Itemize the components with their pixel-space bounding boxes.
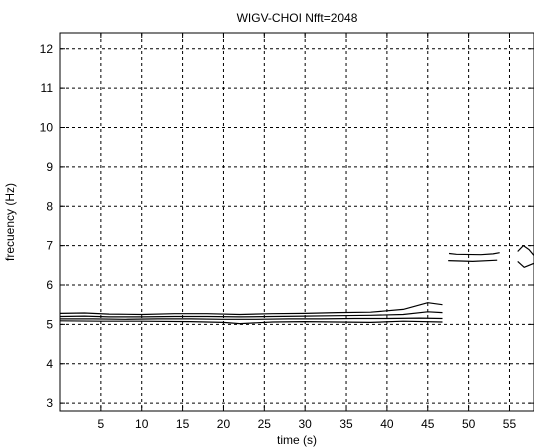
x-tick-label: 50 — [462, 417, 476, 431]
y-axis-label: frecuency (Hz) — [3, 183, 17, 261]
contour-line-6 — [448, 252, 500, 256]
x-axis-label: time (s) — [277, 433, 317, 447]
contour-line-5 — [448, 259, 498, 262]
y-tick-label: 3 — [46, 396, 53, 410]
contour-line-4 — [59, 320, 443, 325]
y-tick-label: 6 — [46, 278, 53, 292]
x-tick-label: 45 — [421, 417, 435, 431]
contour-line-1 — [59, 302, 443, 316]
contour-series — [59, 245, 534, 325]
contour-line-2 — [59, 311, 443, 318]
x-tick-label: 20 — [217, 417, 231, 431]
y-tick-label: 10 — [40, 121, 54, 135]
x-tick-label: 35 — [339, 417, 353, 431]
y-tick-label: 4 — [46, 357, 53, 371]
y-tick-label: 7 — [46, 239, 53, 253]
x-tick-label: 10 — [135, 417, 149, 431]
contour-line-3 — [60, 317, 443, 320]
chart-title: WIGV-CHOI Nfft=2048 — [237, 11, 358, 25]
x-tick-label: 15 — [176, 417, 190, 431]
grid-lines — [60, 33, 534, 411]
y-tick-label: 12 — [40, 42, 54, 56]
x-tick-label: 30 — [298, 417, 312, 431]
plot-area-frame — [59, 32, 534, 412]
y-tick-label: 9 — [46, 160, 53, 174]
contour-line-8 — [517, 260, 534, 268]
x-tick-label: 25 — [258, 417, 272, 431]
y-tick-label: 5 — [46, 317, 53, 331]
x-tick-label: 55 — [503, 417, 517, 431]
y-tick-label: 8 — [46, 199, 53, 213]
x-tick-label: 40 — [380, 417, 394, 431]
contour-line-7 — [517, 245, 534, 256]
y-tick-label: 11 — [41, 81, 54, 95]
x-tick-label: 5 — [98, 417, 105, 431]
